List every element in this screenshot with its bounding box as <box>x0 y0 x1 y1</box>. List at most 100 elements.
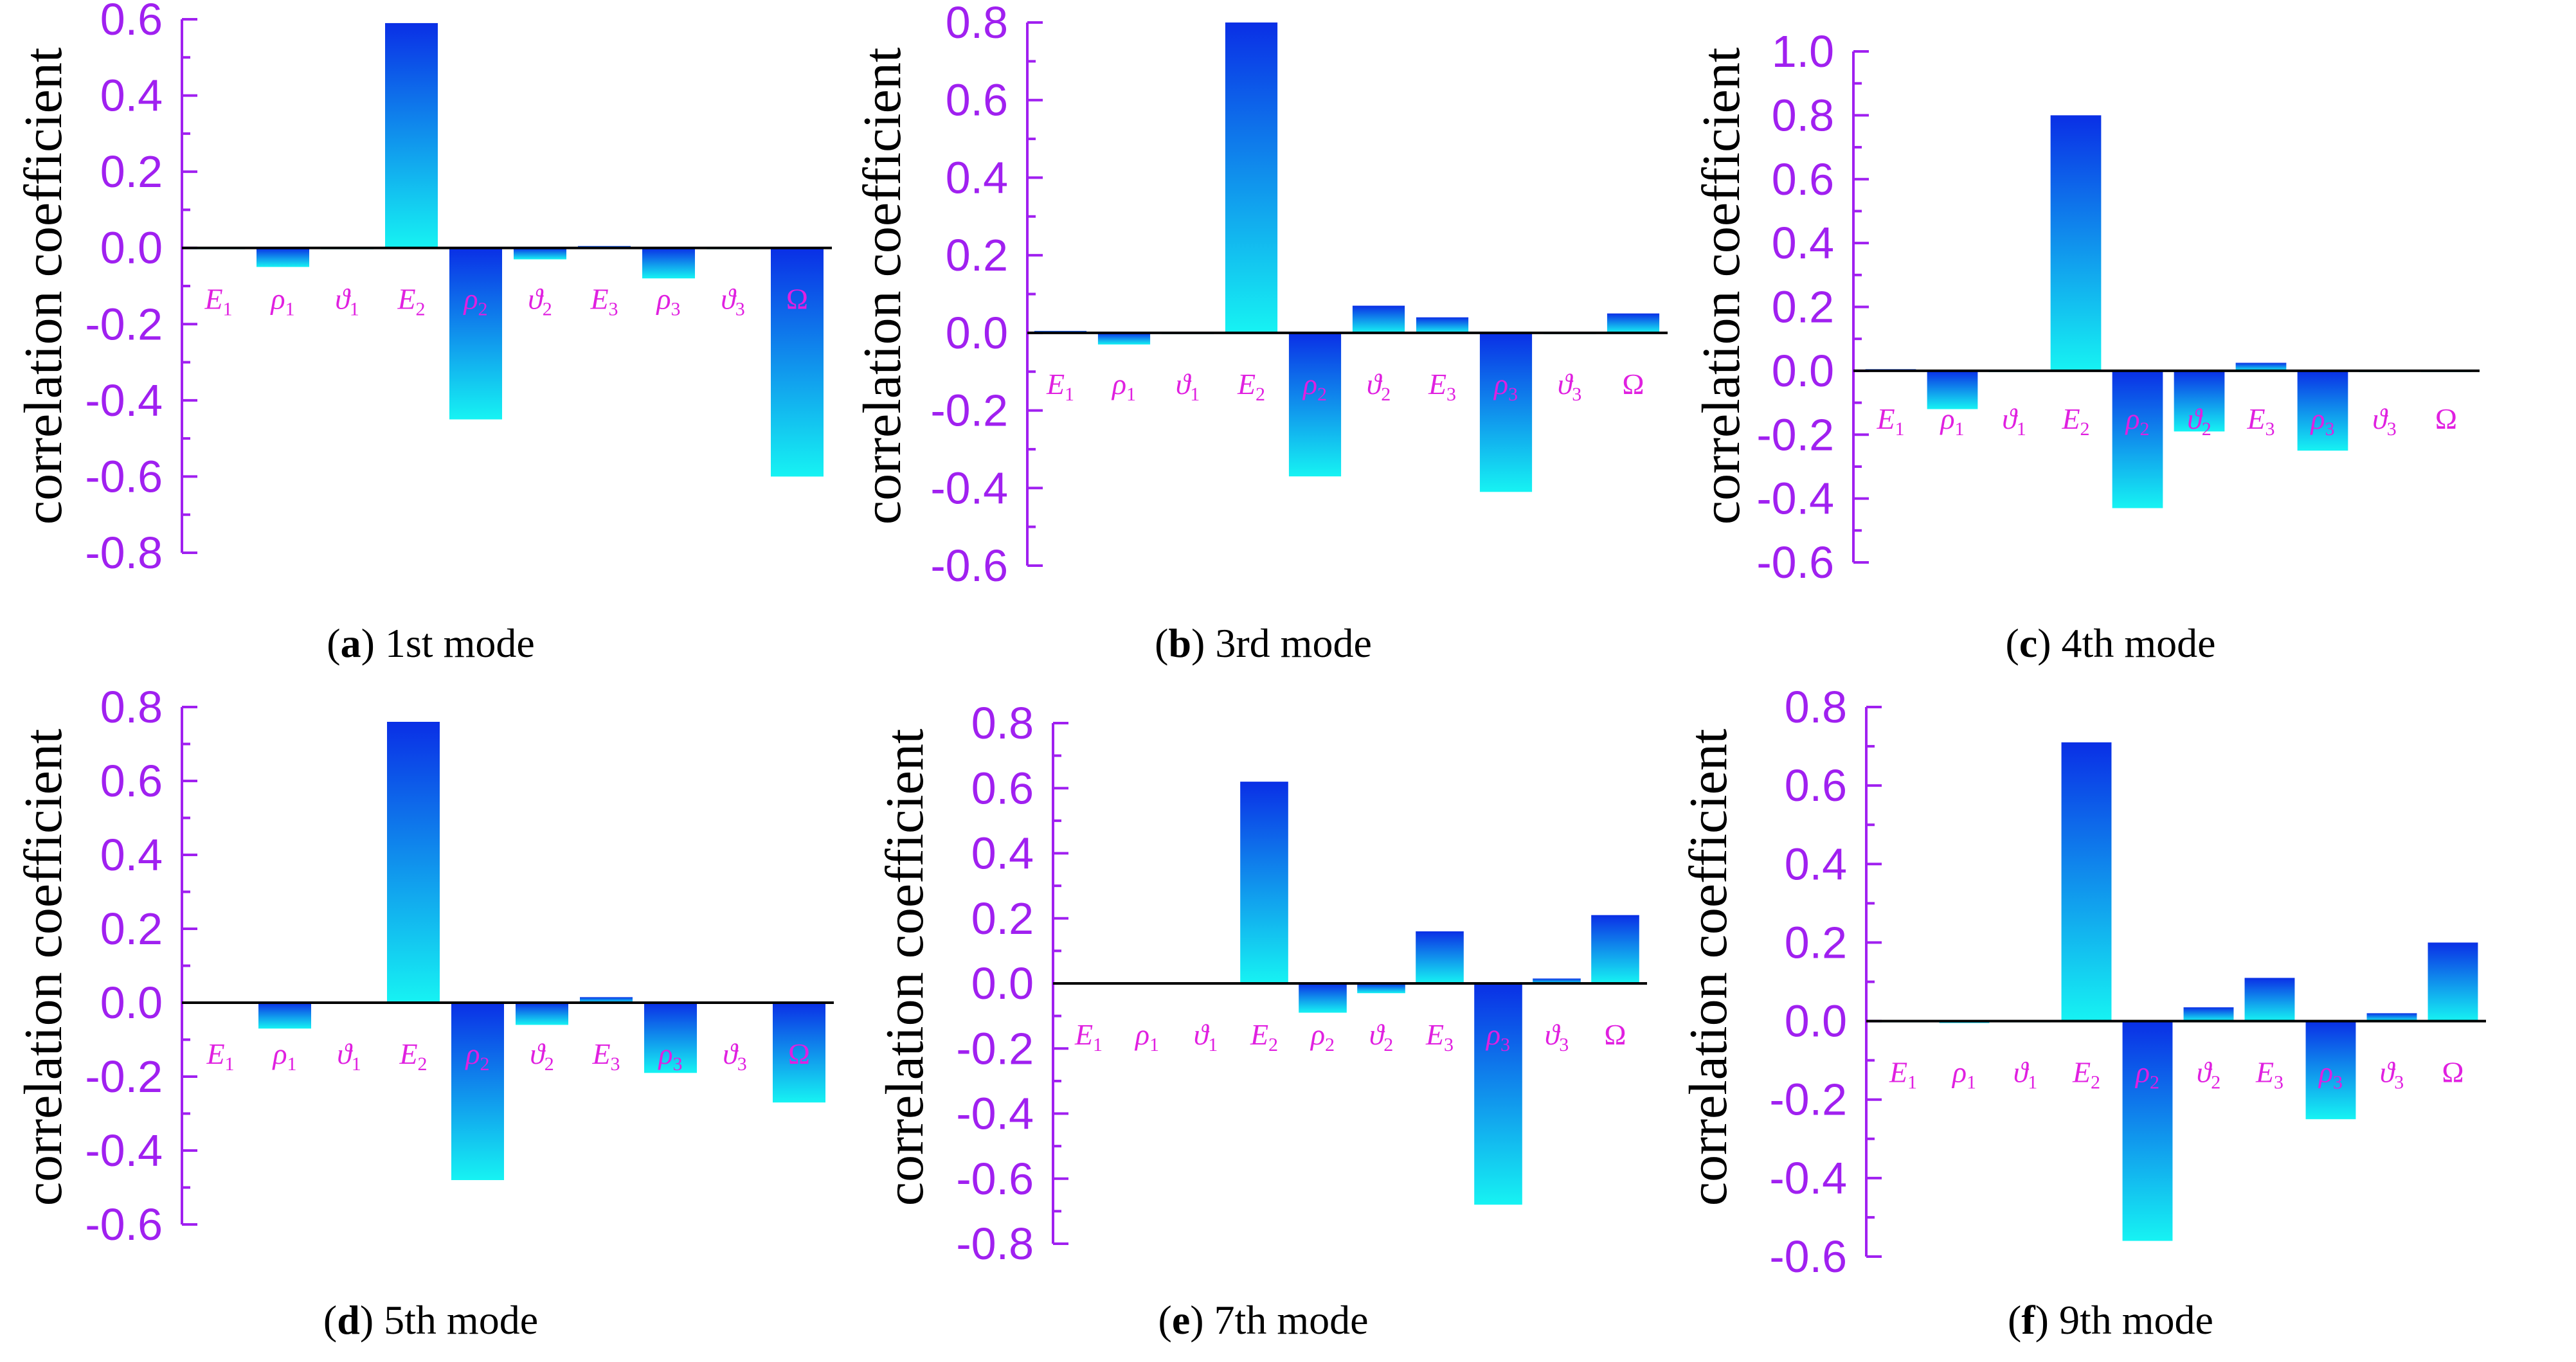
category-label: ρ2 <box>2134 1056 2159 1093</box>
category-label: ϑ1 <box>2013 1056 2038 1093</box>
category-label: ϑ3 <box>2372 402 2397 440</box>
bar <box>773 1003 825 1103</box>
chart-f: 0.8 0.6 0.4 0.2 0.0 -0.2 -0.4 -0.6 E1 ρ1 ϑ1 E2 ρ2 ϑ2 E… <box>1769 682 2486 1282</box>
category-label: E2 <box>1250 1018 1278 1055</box>
y-tick-label: -0.6 <box>1756 537 1834 587</box>
y-tick-label: 0.8 <box>971 698 1034 748</box>
category-label: E3 <box>591 1037 620 1075</box>
category-label: E2 <box>1237 368 1265 405</box>
category-label: E3 <box>2255 1056 2283 1093</box>
category-label: ϑ2 <box>1369 1018 1394 1055</box>
y-tick-label: -0.6 <box>85 1199 163 1250</box>
category-label: E2 <box>2072 1056 2100 1093</box>
y-tick-label: -0.8 <box>956 1219 1034 1269</box>
bar <box>1288 332 1342 477</box>
y-tick-label: 0.0 <box>100 978 163 1028</box>
category-label: ρ1 <box>1939 402 1964 440</box>
category-label: ρ3 <box>2318 1056 2343 1093</box>
category-label: ρ2 <box>1310 1018 1335 1055</box>
y-tick-label: -0.6 <box>85 451 163 501</box>
chart-c: 1.0 0.8 0.6 0.4 0.2 0.0 -0.2 -0.4 -0.6 E1 ρ1 ϑ1 E2 ρ2… <box>1756 26 2480 587</box>
bar <box>1225 22 1278 333</box>
y-tick-label: 0.8 <box>100 682 163 732</box>
caption-letter: a <box>341 620 361 666</box>
bar <box>2174 370 2225 432</box>
y-tick-label: 0.6 <box>1785 760 1847 811</box>
category-label: ϑ3 <box>1545 1018 1569 1055</box>
bar <box>1607 313 1660 333</box>
panel-a: correlation coefficient (a) 1st mode <box>14 48 535 666</box>
plots: 0.6 0.4 0.2 0.0 -0.2 -0.4 -0.6 -0.8 E1 ρ1 ϑ1 E2 ρ2 ϑ2… <box>85 0 2486 1282</box>
category-label: E1 <box>1876 402 1904 440</box>
category-label: ρ2 <box>462 283 487 320</box>
y-tick-label: 0.6 <box>971 763 1034 813</box>
bar <box>2366 1013 2417 1021</box>
y-tick-label: 0.8 <box>1785 682 1847 732</box>
category-label: ρ1 <box>1134 1018 1159 1055</box>
bar <box>1357 983 1405 994</box>
y-tick-label: -0.4 <box>1756 474 1834 524</box>
category-label: E3 <box>590 283 618 320</box>
bar <box>2122 1021 2173 1241</box>
category-label: ϑ3 <box>721 283 745 320</box>
category-label: ϑ2 <box>530 1037 554 1075</box>
panel-b: correlation coefficient (b) 3rd mode <box>852 48 1372 666</box>
y-tick-label: 0.0 <box>1772 346 1834 396</box>
category-label: ρ3 <box>2309 402 2334 440</box>
y-tick-label: -0.2 <box>1769 1075 1847 1125</box>
category-label: ϑ2 <box>2187 402 2211 440</box>
y-tick-label: -0.2 <box>930 386 1008 436</box>
y-tick-label: -0.2 <box>85 299 163 349</box>
bar <box>1416 317 1469 333</box>
category-label: Ω <box>2435 402 2457 435</box>
y-tick-label: 0.2 <box>100 147 163 197</box>
y-tick-label: 0.0 <box>946 308 1008 358</box>
panel-caption: (d) 5th mode <box>323 1297 538 1343</box>
caption-letter: b <box>1168 620 1191 666</box>
panel-caption: (b) 3rd mode <box>1155 620 1372 666</box>
y-tick-label: -0.2 <box>1756 409 1834 460</box>
category-label: E3 <box>1428 368 1456 405</box>
y-tick-label: 0.4 <box>971 829 1034 879</box>
caption-text: 4th mode <box>2051 620 2216 666</box>
chart-a: 0.6 0.4 0.2 0.0 -0.2 -0.4 -0.6 -0.8 E1 ρ1 ϑ1 E2 ρ2 ϑ2… <box>85 0 832 578</box>
y-axis-label: correlation coefficient <box>14 729 73 1206</box>
y-tick-label: 0.6 <box>946 75 1008 125</box>
bar <box>771 247 824 477</box>
category-label: ρ3 <box>657 1037 682 1075</box>
bar <box>2235 363 2287 371</box>
category-label: Ω <box>786 283 808 316</box>
category-label: E2 <box>399 1037 427 1075</box>
panel-caption: (c) 4th mode <box>2006 620 2216 666</box>
y-tick-label: -0.4 <box>930 463 1008 513</box>
chart-b: 0.8 0.6 0.4 0.2 0.0 -0.2 -0.4 -0.6 E1 ρ1 ϑ1 E2 ρ2 ϑ2 E… <box>930 0 1668 591</box>
bar <box>2244 978 2295 1021</box>
category-label: ϑ2 <box>2197 1056 2221 1093</box>
bar <box>1416 931 1464 983</box>
y-tick-label: 0.6 <box>1772 154 1834 204</box>
category-label: ϑ3 <box>723 1037 747 1075</box>
bar <box>1097 332 1151 345</box>
y-tick-label: -0.4 <box>1769 1153 1847 1203</box>
category-label: ϑ1 <box>1176 368 1200 405</box>
y-tick-label: 0.4 <box>100 830 163 880</box>
category-label: E3 <box>2246 402 2274 440</box>
bar <box>1240 782 1288 983</box>
caption-text: 9th mode <box>2049 1297 2213 1343</box>
y-tick-label: 0.8 <box>946 0 1008 48</box>
category-label: ρ1 <box>271 1037 296 1075</box>
y-tick-label: 0.4 <box>1772 218 1834 268</box>
y-axis-label: correlation coefficient <box>1679 729 1738 1206</box>
category-label: ϑ1 <box>337 1037 361 1075</box>
bar <box>1591 915 1639 983</box>
bar <box>449 247 502 420</box>
bar <box>644 1003 697 1073</box>
caption-letter: f <box>2021 1297 2035 1343</box>
y-tick-label: 0.2 <box>946 230 1008 280</box>
category-label: ρ1 <box>269 283 294 320</box>
category-label: E1 <box>204 283 232 320</box>
bar <box>580 997 633 1003</box>
y-tick-label: 0.8 <box>1772 90 1834 140</box>
bar <box>1533 978 1581 983</box>
